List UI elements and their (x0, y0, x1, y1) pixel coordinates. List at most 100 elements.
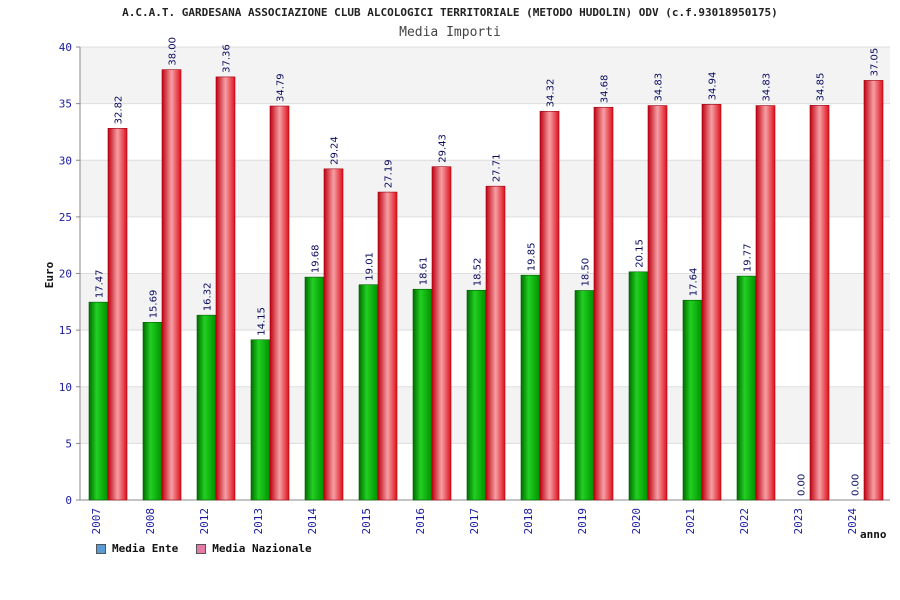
data-label: 34.83 (654, 73, 665, 102)
x-tick-label: 2016 (414, 508, 427, 535)
data-label: 16.32 (203, 283, 214, 312)
bar-media-ente (358, 284, 379, 501)
x-tick-label: 2013 (252, 508, 265, 535)
data-label: 18.50 (581, 258, 592, 287)
bar-media-nazionale (323, 168, 344, 501)
data-label: 38.00 (168, 37, 179, 66)
grid-band (80, 216, 890, 274)
data-label: 27.71 (492, 154, 503, 183)
data-label: 34.68 (600, 75, 611, 104)
data-label: 14.15 (257, 307, 268, 336)
legend-label-ente: Media Ente (112, 542, 179, 555)
data-label: 34.79 (276, 73, 287, 102)
data-label: 34.94 (708, 72, 719, 101)
legend-label-nazionale: Media Nazionale (212, 542, 312, 555)
chart-header-title: A.C.A.T. GARDESANA ASSOCIAZIONE CLUB ALC… (122, 6, 778, 19)
data-label: 34.32 (546, 79, 557, 108)
x-tick-label: 2021 (684, 508, 697, 535)
data-label: 0.00 (851, 474, 862, 496)
x-tick-label: 2024 (846, 508, 859, 535)
bar-media-ente (574, 290, 595, 501)
y-tick-label: 20 (59, 268, 72, 281)
bar-media-ente (304, 276, 325, 501)
x-tick-label: 2015 (360, 508, 373, 535)
bar-media-nazionale (755, 105, 776, 501)
bar-media-nazionale (485, 185, 506, 501)
y-tick-label: 25 (59, 211, 72, 224)
x-tick-label: 2008 (144, 508, 157, 535)
bar-media-ente (466, 289, 487, 501)
y-tick-label: 40 (59, 41, 72, 54)
data-label: 18.61 (419, 257, 430, 286)
data-label: 20.15 (635, 239, 646, 268)
data-label: 34.85 (816, 73, 827, 102)
data-label: 18.52 (473, 258, 484, 287)
x-tick-label: 2023 (792, 508, 805, 535)
data-label: 19.01 (365, 252, 376, 281)
data-label: 29.43 (438, 134, 449, 163)
legend: Media Ente Media Nazionale (96, 542, 312, 555)
bar-media-nazionale (539, 111, 560, 501)
data-label: 19.77 (743, 243, 754, 272)
x-tick-label: 2019 (576, 508, 589, 535)
y-axis-label: Euro (43, 261, 56, 288)
bar-media-ente (142, 322, 163, 501)
bar-media-ente (736, 275, 757, 501)
data-label: 32.82 (114, 96, 125, 125)
data-label: 34.83 (762, 73, 773, 102)
x-tick-label: 2018 (522, 508, 535, 535)
legend-item-nazionale: Media Nazionale (196, 542, 312, 555)
data-label: 15.69 (149, 290, 160, 319)
x-tick-label: 2014 (306, 508, 319, 535)
bar-media-nazionale (431, 166, 452, 501)
y-tick-label: 30 (59, 154, 72, 167)
chart-subtitle: Media Importi (399, 25, 501, 40)
data-label: 37.05 (870, 48, 881, 77)
grid-band (80, 103, 890, 161)
x-tick-label: 2020 (630, 508, 643, 535)
grid-band (80, 47, 890, 104)
bar-media-nazionale (269, 105, 290, 501)
bar-media-nazionale (809, 105, 830, 501)
bar-media-nazionale (863, 80, 884, 501)
bar-media-nazionale (377, 191, 398, 501)
data-label: 19.68 (311, 244, 322, 273)
y-tick-label: 15 (59, 324, 72, 337)
legend-swatch-ente (96, 543, 106, 554)
legend-swatch-nazionale (196, 543, 207, 554)
data-label: 27.19 (384, 159, 395, 188)
y-tick-label: 10 (59, 381, 72, 394)
bar-media-nazionale (701, 104, 722, 501)
grid-band (80, 160, 890, 217)
data-labels: 17.47 32.82 15.69 38.00 16.32 37.36 14.15 34.79… (95, 37, 881, 496)
legend-item-ente: Media Ente (96, 542, 178, 555)
y-tick-label: 0 (65, 494, 72, 507)
x-tick-label: 2022 (738, 508, 751, 535)
y-tick-label: 5 (65, 437, 72, 450)
bar-media-nazionale (107, 128, 128, 501)
bar-media-ente (628, 271, 649, 501)
bar-media-nazionale (647, 105, 668, 501)
bar-media-ente (682, 299, 703, 501)
bar-media-ente (196, 314, 217, 501)
y-tick-label: 35 (59, 98, 72, 111)
x-tick-label: 2017 (468, 508, 481, 535)
data-label: 0.00 (797, 474, 808, 496)
bar-media-nazionale (215, 76, 236, 501)
bar-media-nazionale (161, 69, 182, 501)
bar-media-ente (250, 339, 271, 501)
x-tick-label: 2007 (90, 508, 103, 535)
data-label: 29.24 (330, 136, 341, 165)
data-label: 17.47 (95, 270, 106, 299)
data-label: 19.85 (527, 243, 538, 272)
bar-media-ente (520, 274, 541, 501)
bars (88, 69, 884, 501)
bar-media-nazionale (593, 106, 614, 501)
bar-media-ente (88, 301, 109, 501)
data-label: 17.64 (689, 268, 700, 297)
bar-media-ente (412, 288, 433, 501)
data-label: 37.36 (222, 44, 233, 73)
x-axis-label: anno (860, 528, 887, 541)
x-tick-label: 2012 (198, 508, 211, 535)
